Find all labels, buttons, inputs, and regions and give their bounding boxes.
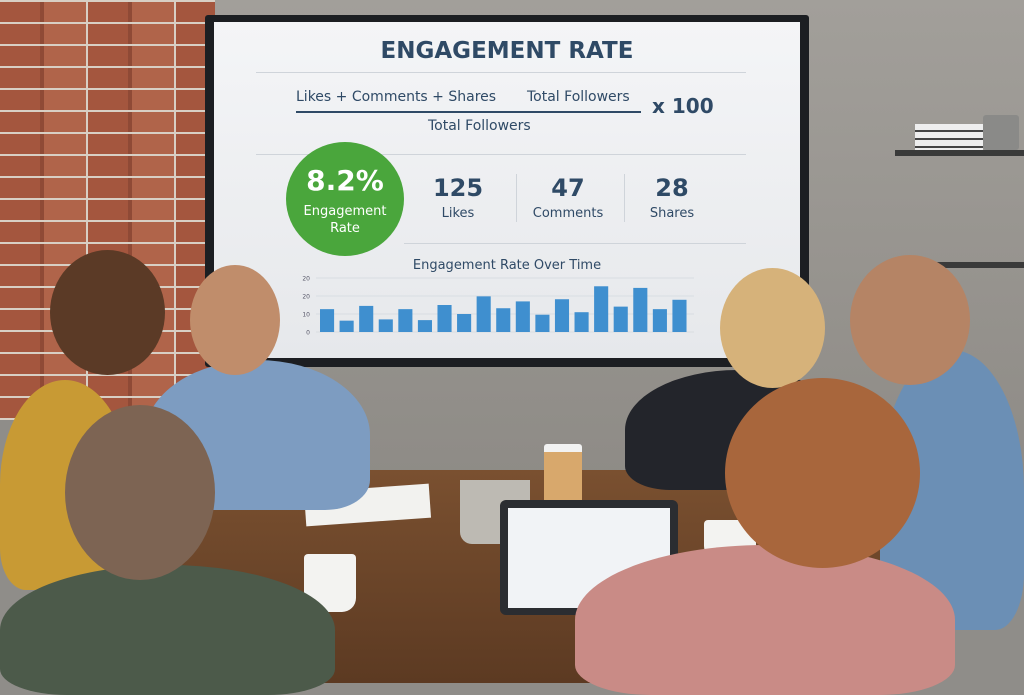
bar [535, 314, 550, 332]
bar [417, 320, 432, 332]
stat-label-comments: Comments [532, 206, 604, 221]
y-tick-label: 20 [302, 276, 310, 283]
bar [437, 305, 452, 332]
bar [359, 305, 374, 332]
divider [256, 154, 746, 155]
bar [398, 309, 413, 332]
kpi-label: Rate [330, 221, 360, 236]
bar [633, 287, 648, 332]
stat-value-comments: 47 [551, 174, 585, 202]
books [915, 124, 983, 150]
kpi-label: Engagement [303, 204, 387, 219]
bar [515, 301, 530, 332]
formula-denominator: Total Followers [428, 118, 531, 134]
chart-title: Engagement Rate Over Time [412, 258, 602, 273]
person-pink-sweater-woman [575, 545, 955, 695]
bar [613, 306, 628, 332]
bar [496, 308, 511, 332]
person-head [725, 378, 920, 568]
person-head [65, 405, 215, 580]
bar [339, 320, 354, 332]
formula-multiplier: x 100 [652, 94, 714, 118]
divider [404, 243, 746, 244]
shelf [895, 150, 1024, 156]
bar-chart: 0 10 20 20 [302, 276, 694, 337]
bar [320, 309, 335, 332]
kpi-circle: 8.2% Engagement Rate [286, 142, 404, 256]
tv-screen: ENGAGEMENT RATE Likes + Comments + Share… [214, 22, 800, 358]
person-head [190, 265, 280, 375]
stat-value-likes: 125 [432, 174, 484, 202]
stat-value-shares: 28 [655, 174, 689, 202]
formula-numerator-extra: Total Followers [527, 89, 630, 105]
bar [378, 319, 393, 332]
divider [624, 174, 625, 222]
y-tick-label: 0 [306, 330, 310, 337]
formula-numerator: Likes + Comments + Shares [296, 89, 497, 105]
bar [476, 296, 491, 332]
person-head [850, 255, 970, 385]
fraction-bar [296, 111, 641, 113]
bar [554, 299, 570, 332]
bar [672, 299, 687, 332]
y-tick-label: 10 [302, 312, 310, 319]
bar [574, 312, 589, 332]
stat-label-shares: Shares [649, 206, 695, 221]
kpi-value: 8.2% [306, 164, 384, 197]
stat-label-likes: Likes [441, 206, 475, 221]
person-green-shirt-man [0, 565, 335, 695]
divider [516, 174, 517, 222]
divider [256, 72, 746, 73]
person-head [50, 250, 165, 375]
person-head [720, 268, 825, 388]
bar [457, 314, 472, 332]
y-tick-label: 20 [302, 294, 310, 301]
coffee-cup [544, 444, 582, 508]
bar [652, 309, 667, 332]
screen-title: ENGAGEMENT RATE [380, 38, 634, 64]
shelf [895, 262, 1024, 268]
bar [594, 286, 609, 332]
plant-pot [983, 115, 1019, 150]
